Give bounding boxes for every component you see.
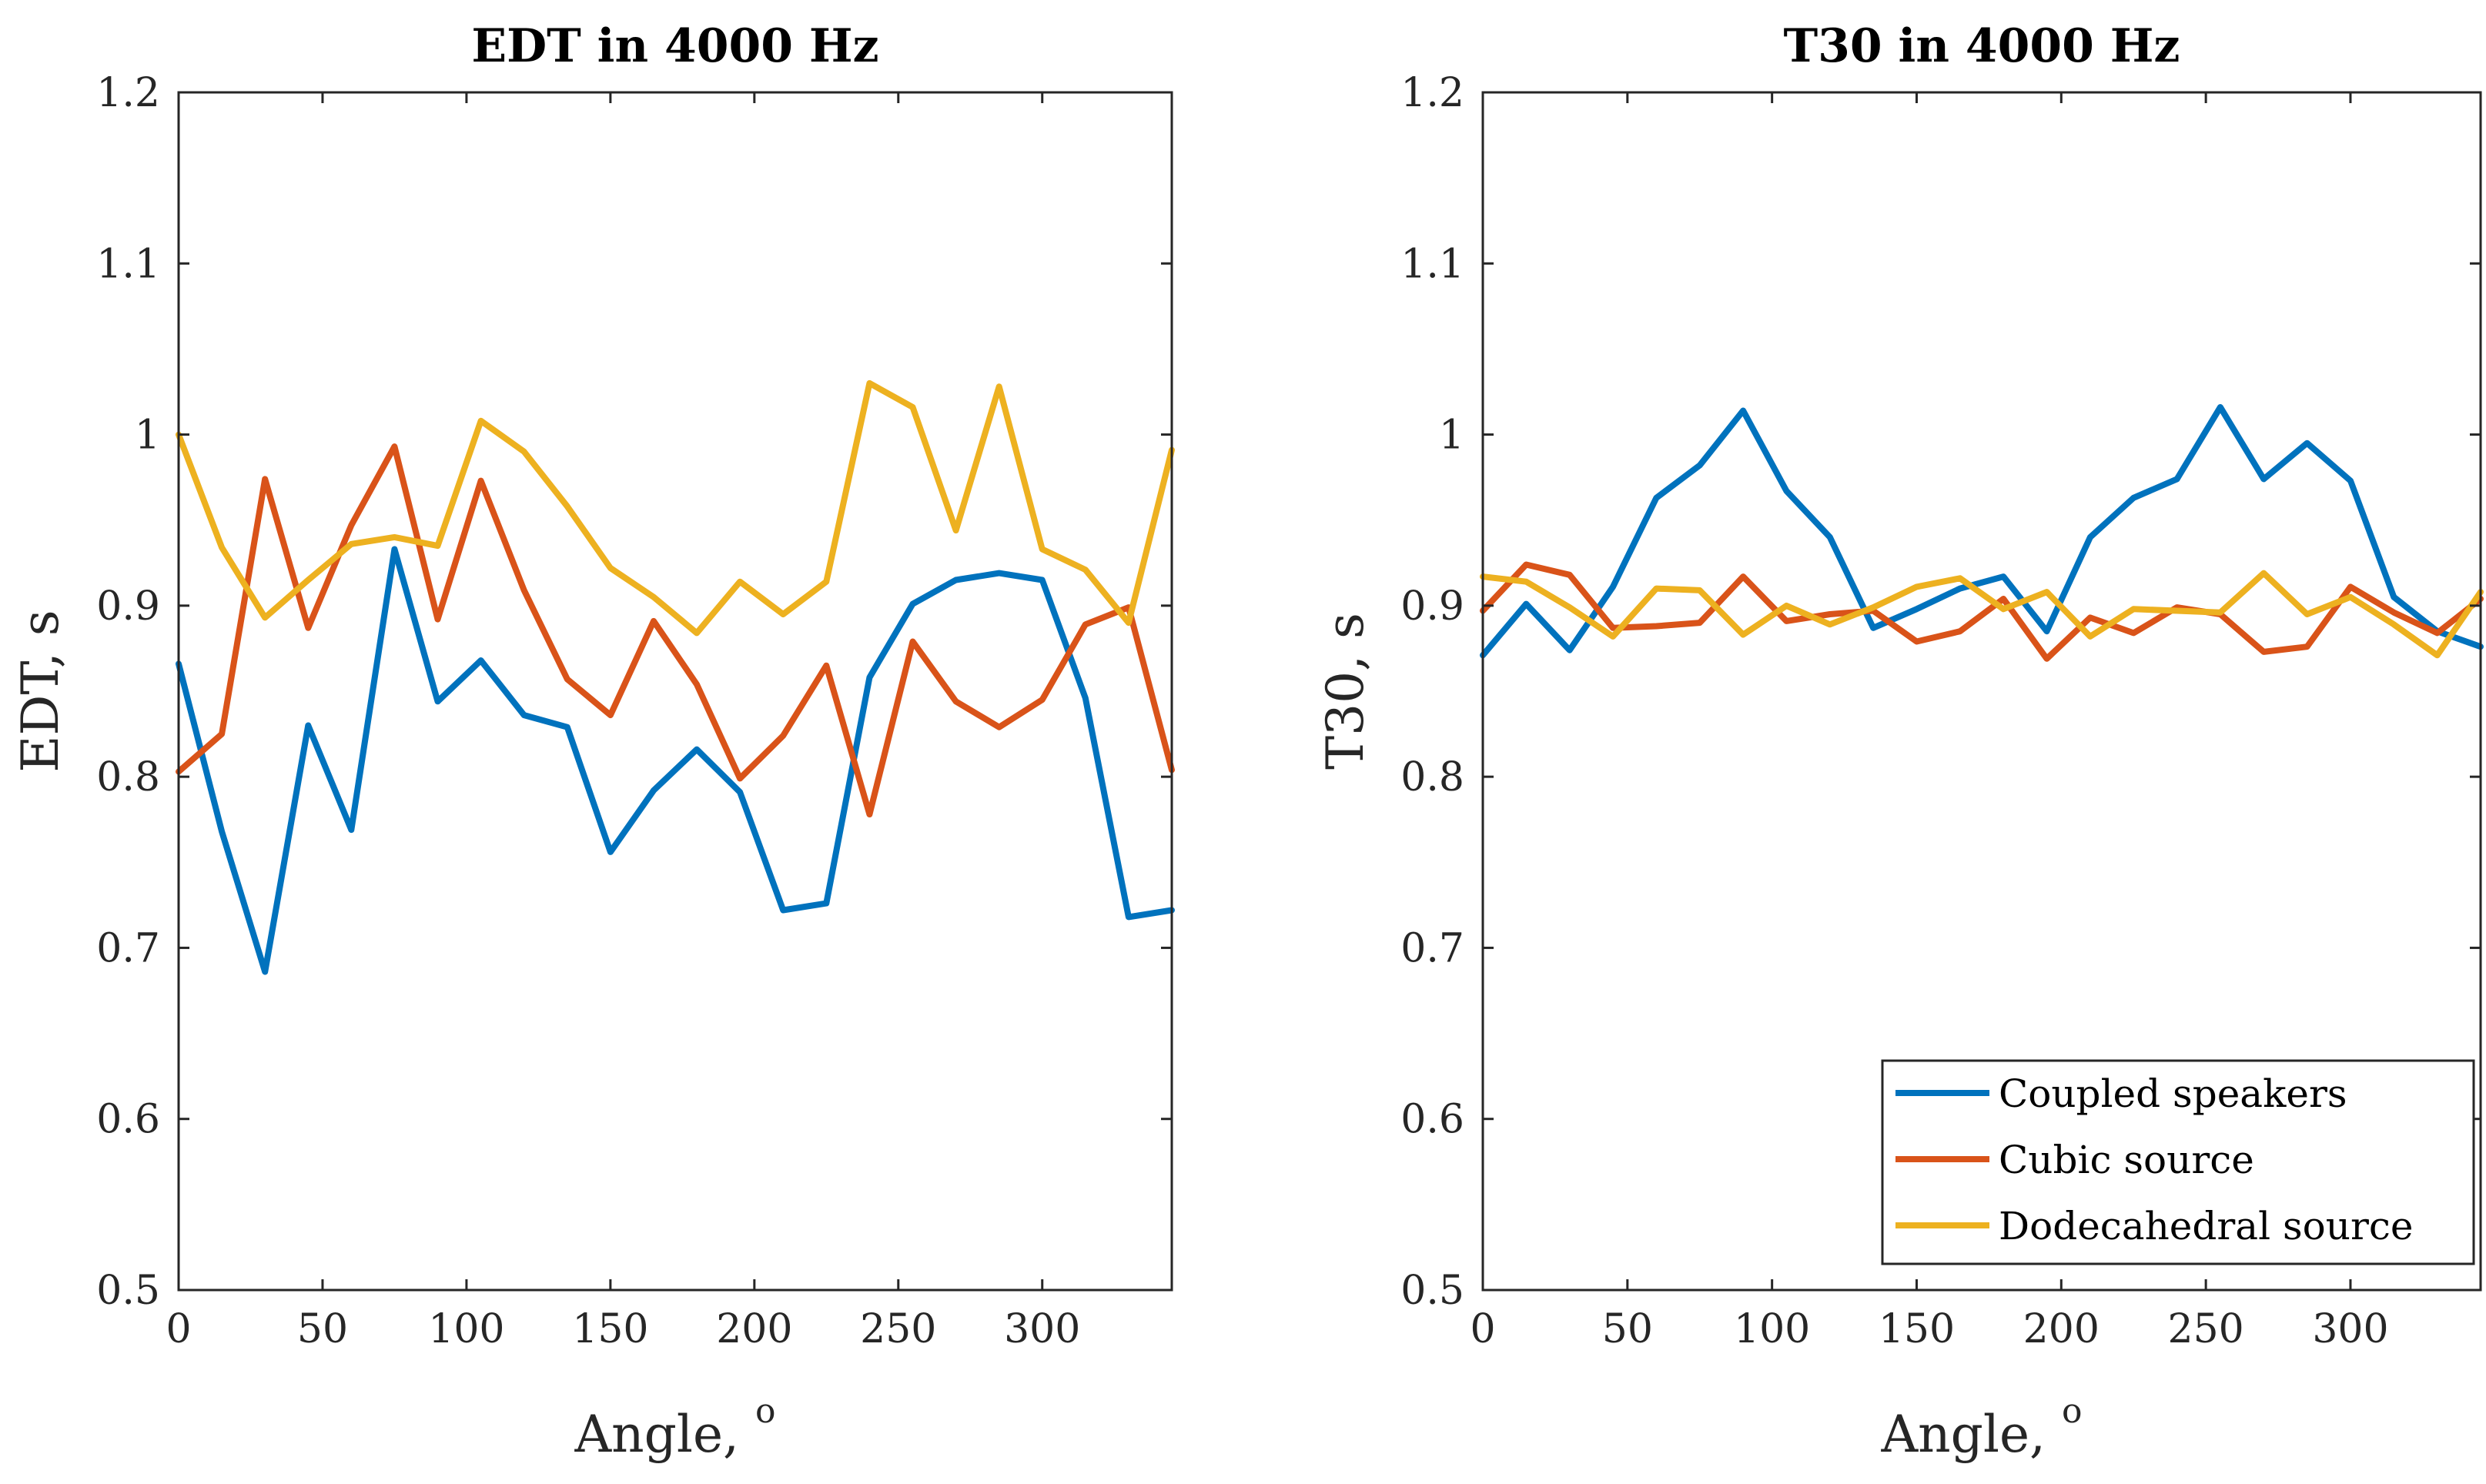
edt-x-axis-label-sup: o <box>755 1392 776 1431</box>
edt-chart-title: EDT in 4000 Hz <box>471 19 878 73</box>
t30-y-tick-label: 1.2 <box>1400 70 1464 116</box>
edt-x-axis-label: Angle, o <box>574 1392 775 1464</box>
t30-series-dodecahedral-source <box>1480 570 2484 659</box>
t30-y-tick-label: 0.8 <box>1400 754 1464 800</box>
t30-x-tick-label: 100 <box>1734 1306 1810 1352</box>
t30-x-tick-label: 150 <box>1879 1306 1955 1352</box>
t30-y-axis-label: T30, s <box>1316 613 1375 770</box>
t30-y-tick-label: 0.7 <box>1400 925 1464 971</box>
t30-x-tick-label: 300 <box>2312 1306 2388 1352</box>
t30-series-cubic-source <box>1480 561 2484 662</box>
edt-axis-ticks: 0 50 100 150 200 250 300 0.5 0.6 0.7 0.8 0.9 1 1.1 1.2 <box>96 70 1172 1352</box>
legend: Coupled speakers Cubic source Dodecahedr… <box>1881 1059 2475 1265</box>
t30-x-axis-label-text: Angle, <box>1880 1405 2062 1464</box>
edt-y-tick-label: 0.5 <box>96 1268 160 1314</box>
t30-x-tick-label: 0 <box>1470 1306 1495 1352</box>
edt-x-tick-label: 50 <box>297 1306 348 1352</box>
t30-y-tick-label: 0.9 <box>1400 583 1464 630</box>
t30-chart-panel: T30 in 4000 Hz 0 50 100 150 200 250 3000.50.60… <box>1316 19 2484 1464</box>
t30-x-axis-label: Angle, o <box>1880 1392 2082 1464</box>
t30-y-tick-label: 1 <box>1439 413 1464 459</box>
t30-y-tick-label: 1.1 <box>1400 241 1464 287</box>
edt-y-tick-label: 0.9 <box>96 583 160 630</box>
edt-y-axis-label: EDT, s <box>11 610 70 772</box>
edt-x-tick-label: 0 <box>166 1306 191 1352</box>
t30-y-tick-label: 0.5 <box>1400 1268 1464 1314</box>
edt-y-tick-label: 0.6 <box>96 1097 160 1143</box>
edt-series-lines <box>176 379 1175 975</box>
edt-x-tick-label: 300 <box>1004 1306 1080 1352</box>
legend-label-dodecahedral-source: Dodecahedral source <box>1999 1204 2413 1248</box>
t30-chart-title: T30 in 4000 Hz <box>1784 19 2180 73</box>
edt-chart-panel: EDT in 4000 Hz 0 50 100 150 200 250 3000.50.60… <box>11 19 1175 1464</box>
t30-x-axis-label-sup: o <box>2062 1392 2083 1431</box>
edt-series-coupled-speakers <box>176 546 1175 975</box>
edt-y-tick-label: 0.8 <box>96 754 160 800</box>
t30-x-tick-label: 250 <box>2167 1306 2243 1352</box>
legend-label-cubic-source: Cubic source <box>1999 1138 2254 1182</box>
edt-x-tick-label: 150 <box>572 1306 648 1352</box>
edt-x-axis-label-text: Angle, <box>574 1405 755 1464</box>
edt-y-tick-label: 1.2 <box>96 70 160 116</box>
t30-axis-ticks: 0 50 100 150 200 250 300 0.5 0.6 0.7 0.8 0.9 1 1.1 1.2 <box>1400 70 2481 1352</box>
edt-plot-frame <box>177 91 1173 1292</box>
t30-x-tick-label: 200 <box>2023 1306 2100 1352</box>
legend-label-coupled-speakers: Coupled speakers <box>1999 1071 2347 1116</box>
edt-x-tick-label: 250 <box>860 1306 936 1352</box>
edt-x-tick-label: 100 <box>428 1306 504 1352</box>
t30-plot-frame <box>1481 91 2482 1292</box>
edt-x-tick-label: 200 <box>716 1306 792 1352</box>
t30-x-tick-label: 50 <box>1602 1306 1653 1352</box>
edt-y-tick-label: 1 <box>135 413 160 459</box>
t30-y-tick-label: 0.6 <box>1400 1097 1464 1143</box>
edt-y-tick-label: 0.7 <box>96 925 160 971</box>
edt-y-tick-label: 1.1 <box>96 241 160 287</box>
t30-series-coupled-speakers <box>1480 404 2484 659</box>
edt-series-dodecahedral-source <box>176 379 1175 637</box>
t30-series-lines <box>1480 404 2484 662</box>
edt-series-cubic-source <box>176 443 1175 817</box>
